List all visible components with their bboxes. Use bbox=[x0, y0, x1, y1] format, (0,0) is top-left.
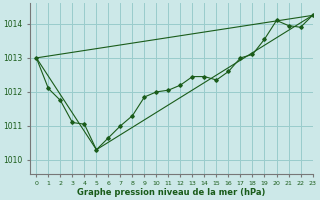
X-axis label: Graphe pression niveau de la mer (hPa): Graphe pression niveau de la mer (hPa) bbox=[77, 188, 266, 197]
